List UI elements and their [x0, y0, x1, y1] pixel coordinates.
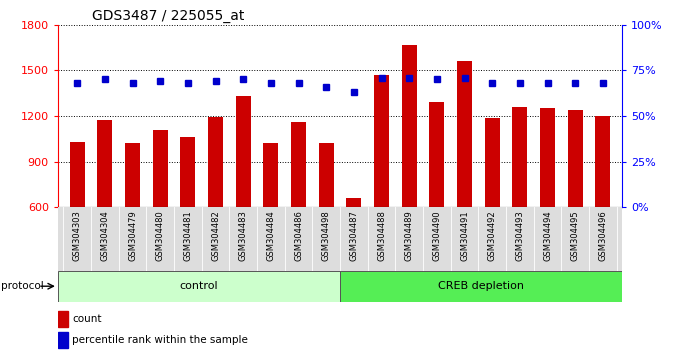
Text: GSM304498: GSM304498: [322, 210, 330, 261]
Bar: [429, 102, 445, 207]
Bar: [291, 122, 306, 207]
Bar: [318, 143, 334, 207]
Bar: [540, 108, 555, 207]
Text: GSM304480: GSM304480: [156, 210, 165, 261]
Text: GSM304493: GSM304493: [515, 210, 524, 261]
Bar: [595, 116, 611, 207]
Text: GSM304491: GSM304491: [460, 210, 469, 261]
Text: GSM304489: GSM304489: [405, 210, 413, 261]
Bar: [235, 96, 251, 207]
Text: GSM304479: GSM304479: [128, 210, 137, 261]
Bar: [125, 143, 140, 207]
Bar: [374, 75, 389, 207]
Text: GSM304490: GSM304490: [432, 210, 441, 261]
Text: GSM304483: GSM304483: [239, 210, 248, 261]
Bar: [340, 271, 622, 302]
Text: GSM304303: GSM304303: [73, 210, 82, 261]
Bar: [402, 45, 417, 207]
Text: GSM304486: GSM304486: [294, 210, 303, 261]
Text: GSM304492: GSM304492: [488, 210, 496, 261]
Text: protocol: protocol: [1, 281, 44, 291]
Bar: [58, 311, 68, 327]
Text: GSM304496: GSM304496: [598, 210, 607, 261]
Text: GSM304481: GSM304481: [184, 210, 192, 261]
Text: count: count: [73, 314, 102, 324]
Text: GSM304495: GSM304495: [571, 210, 579, 261]
Bar: [346, 198, 362, 207]
Text: GSM304488: GSM304488: [377, 210, 386, 261]
Text: percentile rank within the sample: percentile rank within the sample: [73, 335, 248, 345]
Text: GSM304482: GSM304482: [211, 210, 220, 261]
Text: GSM304487: GSM304487: [350, 210, 358, 261]
Bar: [152, 130, 168, 207]
Bar: [568, 110, 583, 207]
Bar: [485, 118, 500, 207]
Bar: [512, 107, 528, 207]
Text: GDS3487 / 225055_at: GDS3487 / 225055_at: [92, 9, 244, 23]
Text: GSM304484: GSM304484: [267, 210, 275, 261]
Text: GSM304494: GSM304494: [543, 210, 552, 261]
Bar: [180, 137, 195, 207]
Bar: [58, 332, 68, 348]
Bar: [263, 143, 278, 207]
Bar: [208, 117, 223, 207]
Bar: [457, 61, 472, 207]
Text: control: control: [180, 281, 218, 291]
Text: GSM304304: GSM304304: [101, 210, 109, 261]
Bar: [69, 142, 85, 207]
Bar: [58, 271, 340, 302]
Text: CREB depletion: CREB depletion: [438, 281, 524, 291]
Bar: [97, 120, 112, 207]
